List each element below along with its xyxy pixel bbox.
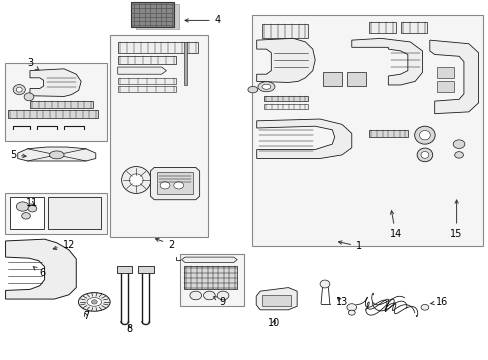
- Bar: [436, 67, 453, 78]
- Ellipse shape: [49, 151, 64, 159]
- Text: 15: 15: [449, 200, 462, 239]
- Text: 2: 2: [155, 238, 174, 249]
- Text: 16: 16: [429, 297, 447, 307]
- Ellipse shape: [416, 148, 432, 162]
- Bar: [183, 266, 237, 289]
- Text: 14: 14: [389, 211, 401, 239]
- Circle shape: [173, 182, 183, 189]
- Polygon shape: [5, 239, 76, 299]
- Circle shape: [91, 300, 97, 304]
- Ellipse shape: [247, 86, 257, 93]
- Polygon shape: [256, 39, 315, 82]
- Circle shape: [203, 291, 215, 300]
- Bar: [4, 193, 107, 234]
- Bar: [261, 295, 290, 306]
- Bar: [251, 15, 483, 246]
- Polygon shape: [150, 167, 199, 200]
- Bar: [118, 78, 176, 84]
- Ellipse shape: [78, 293, 110, 311]
- Circle shape: [217, 291, 228, 300]
- Ellipse shape: [420, 152, 428, 158]
- Bar: [264, 104, 307, 109]
- Polygon shape: [351, 39, 422, 85]
- Bar: [346, 72, 366, 86]
- Circle shape: [160, 182, 169, 189]
- Circle shape: [454, 152, 463, 158]
- Bar: [8, 110, 98, 118]
- Text: 4: 4: [184, 15, 220, 26]
- Bar: [261, 24, 307, 39]
- Bar: [118, 42, 198, 53]
- Bar: [30, 101, 93, 108]
- Bar: [118, 86, 176, 93]
- Bar: [368, 130, 407, 137]
- Text: 12: 12: [53, 239, 75, 249]
- Bar: [138, 266, 154, 273]
- Ellipse shape: [24, 93, 34, 101]
- Bar: [48, 197, 101, 229]
- Circle shape: [28, 206, 37, 212]
- Polygon shape: [118, 67, 166, 74]
- Ellipse shape: [13, 85, 25, 95]
- Text: 5: 5: [10, 150, 26, 160]
- Ellipse shape: [414, 126, 434, 144]
- Polygon shape: [30, 69, 81, 96]
- Bar: [110, 35, 207, 237]
- Text: 1: 1: [338, 241, 362, 251]
- Circle shape: [21, 213, 30, 219]
- Bar: [136, 4, 179, 30]
- Bar: [131, 3, 174, 27]
- Circle shape: [346, 304, 356, 311]
- Circle shape: [452, 140, 464, 148]
- Text: 7: 7: [83, 311, 89, 321]
- Ellipse shape: [320, 280, 329, 288]
- Bar: [368, 22, 395, 33]
- Ellipse shape: [87, 298, 102, 306]
- Circle shape: [16, 202, 29, 211]
- Text: 10: 10: [267, 319, 279, 328]
- Bar: [264, 96, 307, 102]
- Text: 13: 13: [335, 297, 347, 307]
- Text: 8: 8: [126, 324, 133, 334]
- Text: 6: 6: [33, 267, 45, 278]
- Bar: [117, 266, 132, 273]
- Circle shape: [347, 310, 354, 315]
- Bar: [322, 72, 341, 86]
- Polygon shape: [256, 119, 351, 158]
- Text: 11: 11: [26, 198, 39, 208]
- Polygon shape: [429, 40, 478, 114]
- Ellipse shape: [16, 87, 22, 92]
- Circle shape: [420, 305, 428, 310]
- Circle shape: [189, 291, 201, 300]
- Ellipse shape: [129, 174, 143, 186]
- Bar: [180, 253, 243, 306]
- Bar: [118, 56, 176, 64]
- Polygon shape: [18, 147, 96, 161]
- Bar: [436, 81, 453, 92]
- Bar: [4, 63, 107, 140]
- Ellipse shape: [419, 131, 429, 140]
- Bar: [157, 172, 193, 194]
- Ellipse shape: [262, 84, 270, 89]
- Text: 3: 3: [27, 58, 39, 70]
- Bar: [10, 197, 43, 229]
- Text: 9: 9: [213, 297, 225, 307]
- Polygon shape: [256, 288, 297, 310]
- Bar: [400, 22, 427, 33]
- Ellipse shape: [257, 82, 274, 92]
- Ellipse shape: [122, 167, 151, 193]
- Polygon shape: [181, 257, 237, 262]
- Bar: [183, 42, 187, 85]
